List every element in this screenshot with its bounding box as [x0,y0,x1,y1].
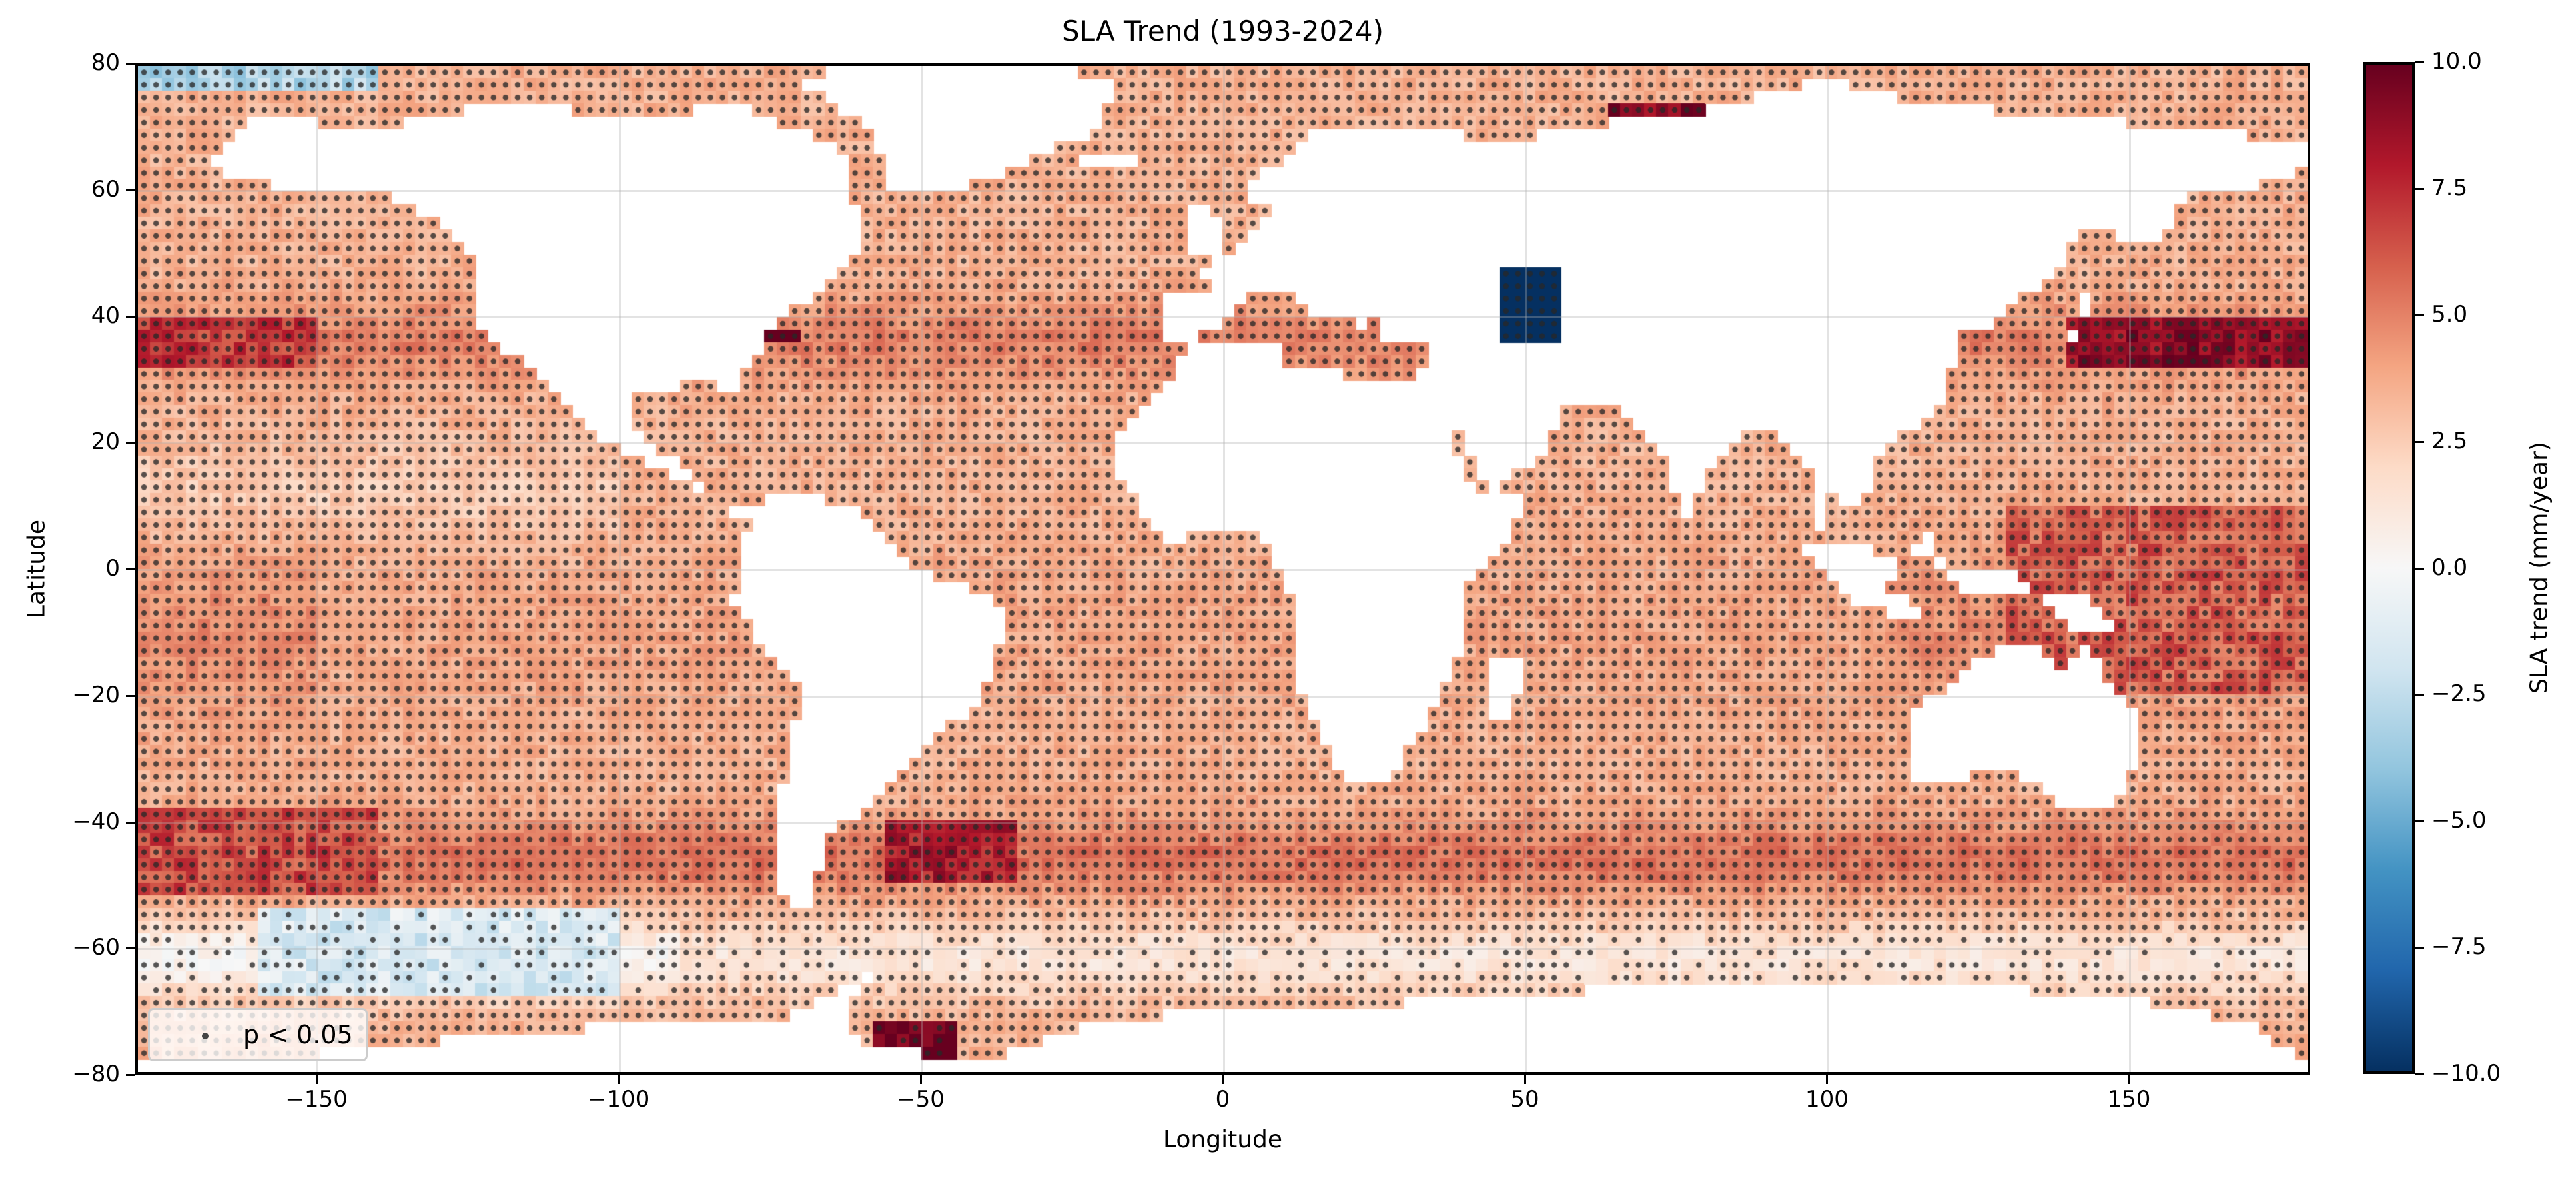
colorbar-tick-label: 5.0 [2431,300,2468,328]
legend: p < 0.05 [148,1008,368,1061]
y-tick-mark [126,694,135,697]
colorbar-tick-mark [2415,1073,2424,1075]
x-tick-label: 150 [2107,1086,2151,1113]
colorbar-tick-mark [2415,567,2424,570]
colorbar-tick-label: −2.5 [2431,680,2487,708]
x-tick-label: 0 [1215,1086,1230,1113]
y-tick-label: 20 [91,428,120,456]
chart-title: SLA Trend (1993-2024) [1061,15,1384,47]
colorbar-tick-label: 0.0 [2431,554,2468,581]
y-tick-mark [126,947,135,950]
colorbar-tick-mark [2415,61,2424,63]
x-tick-mark [316,1075,318,1084]
colorbar-tick-label: 2.5 [2431,427,2468,454]
colorbar-tick-label: 7.5 [2431,174,2468,201]
colorbar-tick-mark [2415,820,2424,823]
colorbar [2363,62,2415,1074]
y-tick-mark [126,568,135,570]
x-tick-mark [1523,1075,1526,1084]
y-tick-label: 0 [105,555,120,582]
y-tick-mark [126,821,135,824]
x-tick-label: −50 [897,1086,945,1113]
sla-trend-heatmap [138,66,2308,1072]
map-plot-area [135,63,2310,1075]
y-tick-label: −80 [72,1061,120,1087]
y-tick-label: 60 [91,175,120,203]
x-axis-label: Longitude [1162,1126,1283,1153]
x-tick-mark [618,1075,620,1084]
colorbar-tick-mark [2415,314,2424,316]
colorbar-tick-mark [2415,947,2424,949]
x-tick-mark [920,1075,923,1084]
y-tick-label: −20 [72,681,120,708]
x-tick-label: 50 [1510,1086,1539,1113]
colorbar-tick-mark [2415,694,2424,696]
legend-label: p < 0.05 [243,1020,353,1049]
y-tick-mark [126,315,135,318]
y-tick-mark [126,442,135,444]
colorbar-tick-label: −5.0 [2431,807,2487,834]
x-tick-mark [1222,1075,1224,1084]
y-tick-mark [126,1074,135,1076]
y-tick-label: −60 [72,934,120,961]
x-tick-label: 100 [1805,1086,1849,1113]
y-tick-label: −40 [72,808,120,835]
colorbar-label: SLA trend (mm/year) [2525,442,2553,694]
colorbar-tick-label: 10.0 [2431,48,2482,75]
x-tick-mark [1826,1075,1829,1084]
y-tick-label: 80 [91,49,120,76]
colorbar-tick-mark [2415,187,2424,190]
colorbar-tick-label: −10.0 [2431,1060,2501,1087]
y-axis-label: Latitude [23,519,51,619]
x-tick-label: −100 [587,1086,650,1113]
x-tick-mark [2128,1075,2130,1084]
significance-dot-icon [202,1033,209,1039]
y-tick-mark [126,63,135,65]
colorbar-tick-mark [2415,440,2424,443]
colorbar-tick-label: −7.5 [2431,933,2487,961]
y-tick-label: 40 [91,302,120,329]
x-tick-label: −150 [285,1086,348,1113]
y-tick-mark [126,189,135,191]
